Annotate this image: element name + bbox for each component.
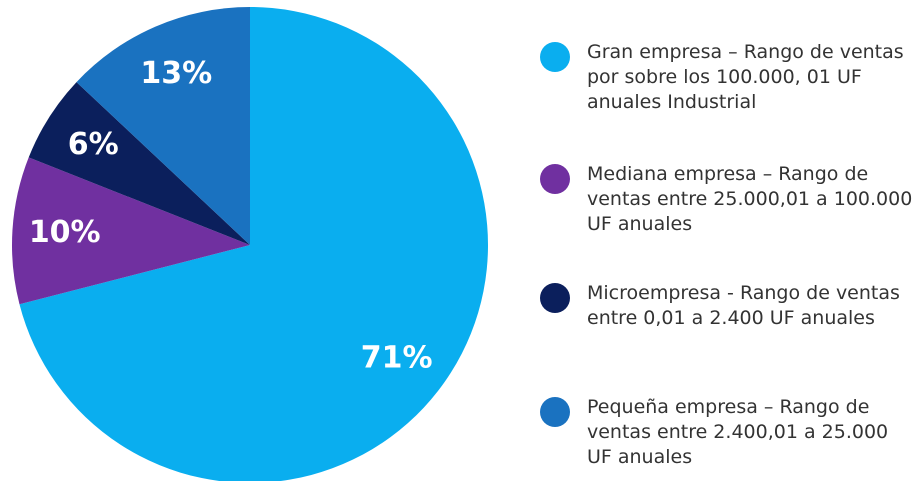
legend: Gran empresa – Rango de ventas por sobre… <box>540 0 921 481</box>
legend-swatch <box>540 397 570 427</box>
legend-label: Gran empresa – Rango de ventas por sobre… <box>587 41 904 113</box>
pie-slice <box>76 7 251 245</box>
legend-swatch <box>540 164 570 194</box>
slice-label: 6% <box>68 127 119 162</box>
legend-label: Mediana empresa – Rango de ventas entre … <box>587 163 913 235</box>
pie-slice <box>11 157 250 305</box>
slice-label: 71% <box>361 340 433 375</box>
legend-swatch <box>540 283 570 313</box>
slice-label: 13% <box>140 56 212 91</box>
legend-label: Pequeña empresa – Rango de ventas entre … <box>587 396 889 468</box>
pie-chart: 71% 10% 6% 13% <box>11 7 488 481</box>
pie-slice <box>28 82 250 245</box>
legend-label: Microempresa - Rango de ventas entre 0,0… <box>587 282 900 329</box>
legend-swatch <box>540 42 570 72</box>
slice-label: 10% <box>29 215 101 250</box>
pie-slice <box>19 7 488 481</box>
